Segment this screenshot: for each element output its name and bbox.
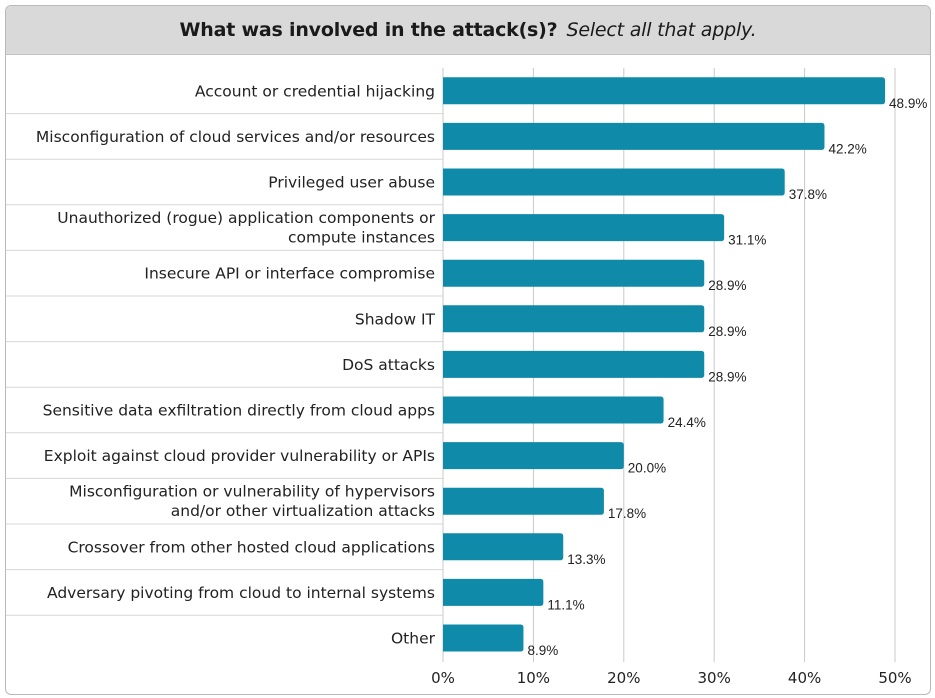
value-label: 37.8% (789, 187, 827, 202)
x-tick-label: 0% (431, 669, 455, 687)
bar (443, 442, 624, 470)
value-label: 8.9% (527, 643, 558, 658)
value-label: 11.1% (547, 597, 584, 612)
value-label: 31.1% (728, 233, 766, 248)
category-labels: Account or credential hijacking Misconfig… (36, 82, 436, 647)
x-tick-label: 10% (517, 669, 550, 687)
category-label: Misconfiguration or vulnerability of hyp… (69, 483, 435, 521)
bar (443, 214, 725, 242)
x-tick-label: 40% (788, 669, 821, 687)
x-tick-label: 50% (878, 669, 911, 687)
bar (443, 350, 705, 378)
bar (443, 77, 886, 105)
bar (443, 122, 825, 150)
bar (443, 624, 524, 652)
x-tick-label: 20% (607, 669, 640, 687)
bar (443, 487, 604, 515)
category-label: Misconfiguration of cloud services and/o… (36, 128, 435, 146)
bar (443, 578, 544, 606)
value-label: 13.3% (567, 552, 605, 567)
category-label: DoS attacks (342, 356, 435, 374)
bars (443, 77, 886, 652)
bar (443, 533, 564, 561)
chart-subtitle: Select all that apply. (566, 19, 757, 41)
chart-title: What was involved in the attack(s)? (179, 19, 558, 41)
value-label: 28.9% (708, 369, 746, 384)
category-label: Exploit against cloud provider vulnerabi… (44, 447, 435, 465)
bar (443, 305, 705, 333)
category-label: Shadow IT (355, 310, 436, 328)
value-label: 20.0% (628, 461, 666, 476)
bar (443, 259, 705, 287)
bar (443, 396, 664, 424)
category-label: Sensitive data exfiltration directly fro… (43, 402, 435, 420)
value-label: 24.4% (668, 415, 706, 430)
category-label: Privileged user abuse (268, 174, 435, 192)
value-label: 42.2% (828, 141, 866, 156)
category-label: Other (391, 630, 436, 648)
value-label: 28.9% (708, 324, 746, 339)
chart-title-row: What was involved in the attack(s)? Selec… (180, 19, 757, 41)
category-label: Account or credential hijacking (195, 82, 435, 100)
value-labels: 48.9% 42.2% 37.8% 31.1% 28.9% 28.9% 28.9% 24.4%… (527, 96, 927, 658)
bar (443, 168, 785, 196)
x-tick-labels: 0% 10% 20% 30% 40% 50% (431, 669, 912, 687)
value-label: 17.8% (608, 506, 646, 521)
value-label: 48.9% (889, 96, 927, 111)
category-label: Insecure API or interface compromise (144, 265, 435, 283)
title-bar: What was involved in the attack(s)? Selec… (6, 6, 930, 55)
category-label: Adversary pivoting from cloud to interna… (47, 584, 435, 602)
category-label: Unauthorized (rogue) application compone… (57, 209, 435, 247)
x-tick-label: 30% (698, 669, 731, 687)
row-separators (6, 113, 443, 616)
value-label: 28.9% (708, 278, 746, 293)
category-label: Crossover from other hosted cloud applic… (68, 538, 435, 556)
